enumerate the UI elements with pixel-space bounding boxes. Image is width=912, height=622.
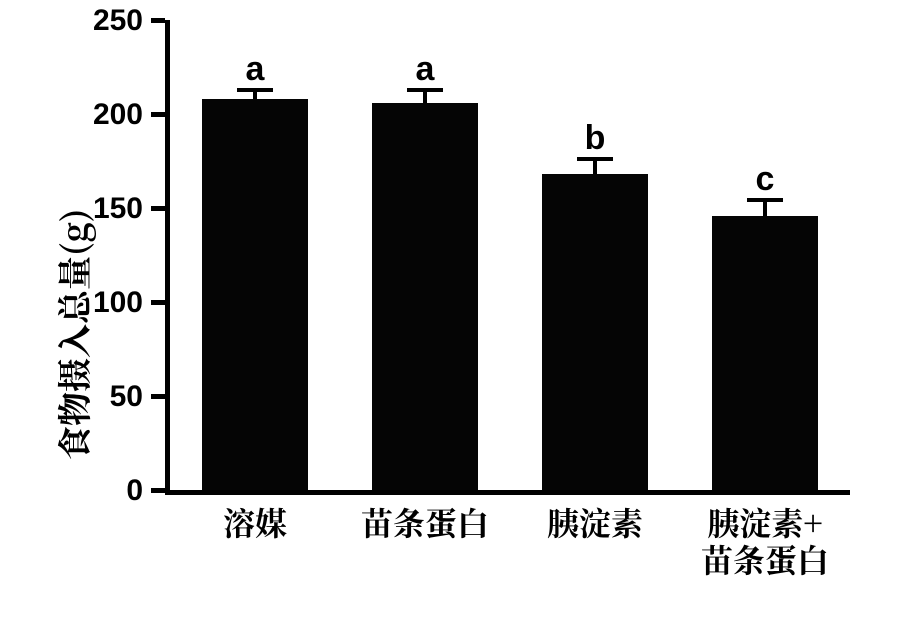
y-axis-label: 食物摄入总量(g) bbox=[48, 209, 97, 460]
x-category-label: 胰淀素 bbox=[500, 504, 690, 541]
y-tick-label: 0 bbox=[63, 474, 143, 508]
significance-label: b bbox=[565, 119, 625, 158]
significance-label: a bbox=[395, 50, 455, 89]
chart-figure: 050100150200250食物摄入总量(g)a溶媒a苗条蛋白b胰淀素c胰淀素… bbox=[0, 0, 912, 622]
y-tick bbox=[151, 300, 165, 305]
y-axis-line bbox=[165, 20, 170, 490]
y-tick bbox=[151, 206, 165, 211]
x-category-label: 苗条蛋白 bbox=[330, 504, 520, 541]
bar bbox=[202, 99, 307, 490]
bar bbox=[712, 216, 817, 490]
y-tick bbox=[151, 394, 165, 399]
error-bar bbox=[593, 159, 597, 174]
significance-label: a bbox=[225, 50, 285, 89]
x-category-label: 溶媒 bbox=[160, 504, 350, 541]
bar bbox=[542, 174, 647, 490]
x-category-label: 胰淀素+ 苗条蛋白 bbox=[670, 504, 860, 578]
y-tick-label: 200 bbox=[63, 98, 143, 132]
y-tick bbox=[151, 18, 165, 23]
y-tick-label: 250 bbox=[63, 4, 143, 38]
x-axis-line bbox=[165, 490, 850, 495]
bar bbox=[372, 103, 477, 490]
error-bar bbox=[763, 200, 767, 215]
y-tick bbox=[151, 488, 165, 493]
y-tick bbox=[151, 112, 165, 117]
significance-label: c bbox=[735, 160, 795, 199]
